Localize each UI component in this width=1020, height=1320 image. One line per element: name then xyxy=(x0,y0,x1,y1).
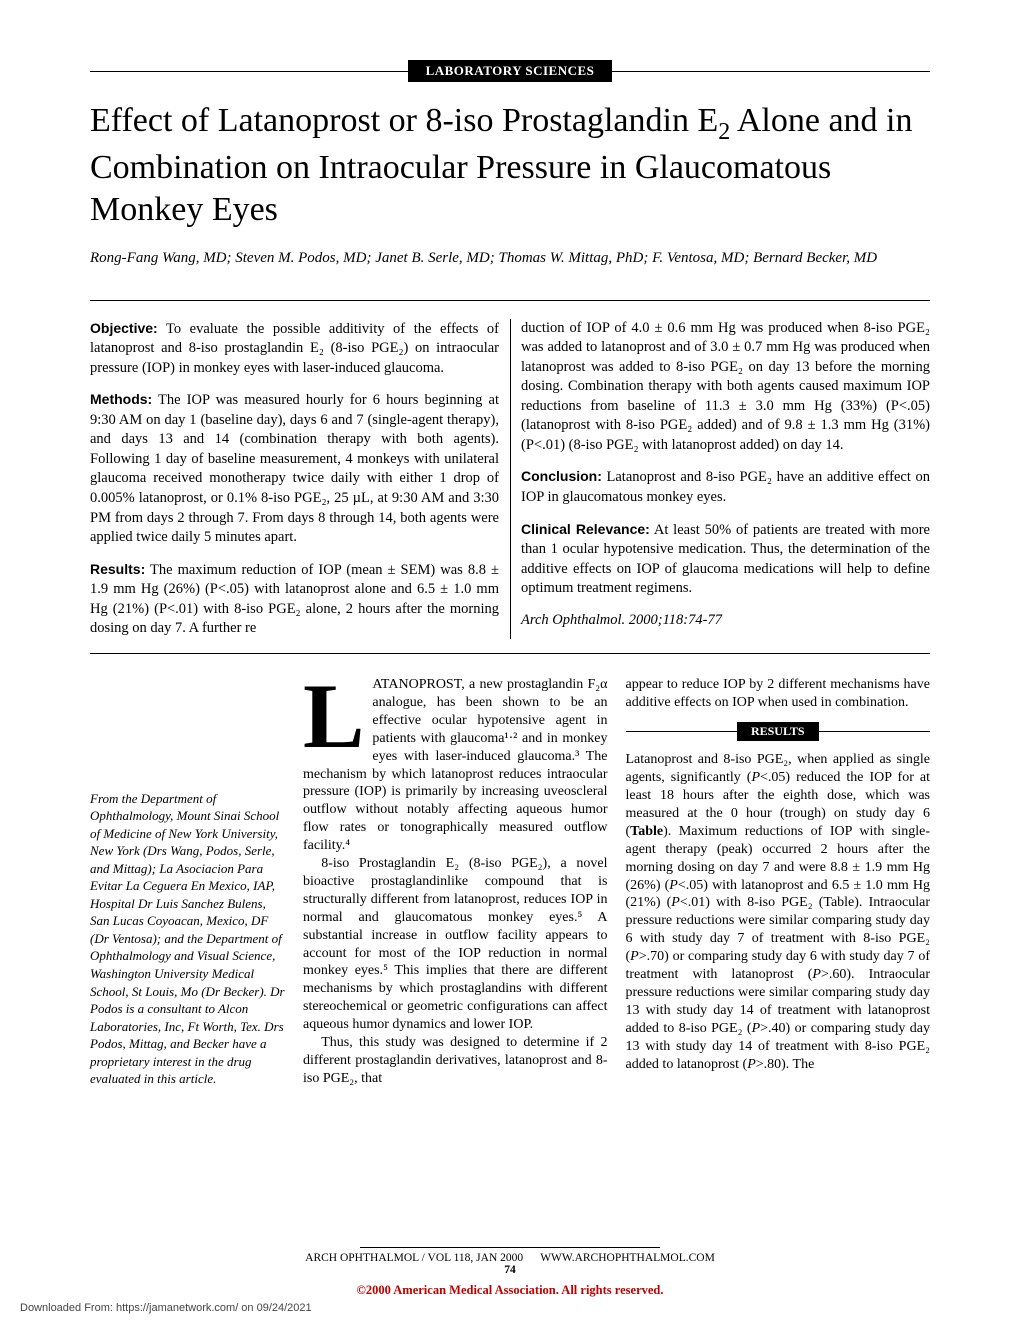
affiliation-column: From the Department of Ophthalmology, Mo… xyxy=(90,676,285,1088)
download-note: Downloaded From: https://jamanetwork.com… xyxy=(20,1302,312,1314)
results-header-wrap: RESULTS xyxy=(626,722,931,741)
abstract-conclusion: Conclusion: Latanoprost and 8-iso PGE₂ h… xyxy=(521,467,930,507)
body-column-3: appear to reduce IOP by 2 different mech… xyxy=(626,676,931,1088)
abstract-objective: Objective: To evaluate the possible addi… xyxy=(90,319,499,379)
body-column-2: LATANOPROST, a new prostaglandin F₂α ana… xyxy=(303,676,608,1088)
footer-left: ARCH OPHTHALMOL / VOL 118, JAN 2000 xyxy=(305,1252,523,1264)
footer-rule xyxy=(360,1247,660,1248)
copyright: ©2000 American Medical Association. All … xyxy=(0,1283,1020,1298)
dropcap: L xyxy=(303,676,372,751)
abstract-relevance: Clinical Relevance: At least 50% of pati… xyxy=(521,520,930,599)
article-title: Effect of Latanoprost or 8-iso Prostagla… xyxy=(90,100,930,232)
abstract-box: Objective: To evaluate the possible addi… xyxy=(90,300,930,654)
col3-top: appear to reduce IOP by 2 different mech… xyxy=(626,676,931,712)
results-p1: Latanoprost and 8-iso PGE₂, when applied… xyxy=(626,751,931,1073)
page-footer: ARCH OPHTHALMOL / VOL 118, JAN 2000 WWW.… xyxy=(90,1247,930,1276)
section-header: LABORATORY SCIENCES xyxy=(408,60,613,82)
body-columns: From the Department of Ophthalmology, Mo… xyxy=(90,676,930,1088)
section-header-wrap: LABORATORY SCIENCES xyxy=(90,60,930,82)
page-number: 74 xyxy=(504,1264,516,1276)
results-header: RESULTS xyxy=(737,722,819,741)
abstract-results-b: duction of IOP of 4.0 ± 0.6 mm Hg was pr… xyxy=(521,319,930,456)
authors: Rong-Fang Wang, MD; Steven M. Podos, MD;… xyxy=(90,248,930,270)
affiliation-text: From the Department of Ophthalmology, Mo… xyxy=(90,790,285,1088)
body-p1: LATANOPROST, a new prostaglandin F₂α ana… xyxy=(303,676,608,855)
abstract-results-a: Results: The maximum reduction of IOP (m… xyxy=(90,560,499,639)
abstract-citation: Arch Ophthalmol. 2000;118:74-77 xyxy=(521,611,930,631)
footer-right: WWW.ARCHOPHTHALMOL.COM xyxy=(540,1252,715,1264)
abstract-methods: Methods: The IOP was measured hourly for… xyxy=(90,390,499,548)
body-p3: Thus, this study was designed to determi… xyxy=(303,1034,608,1088)
body-p2: 8-iso Prostaglandin E₂ (8-iso PGE₂), a n… xyxy=(303,855,608,1034)
